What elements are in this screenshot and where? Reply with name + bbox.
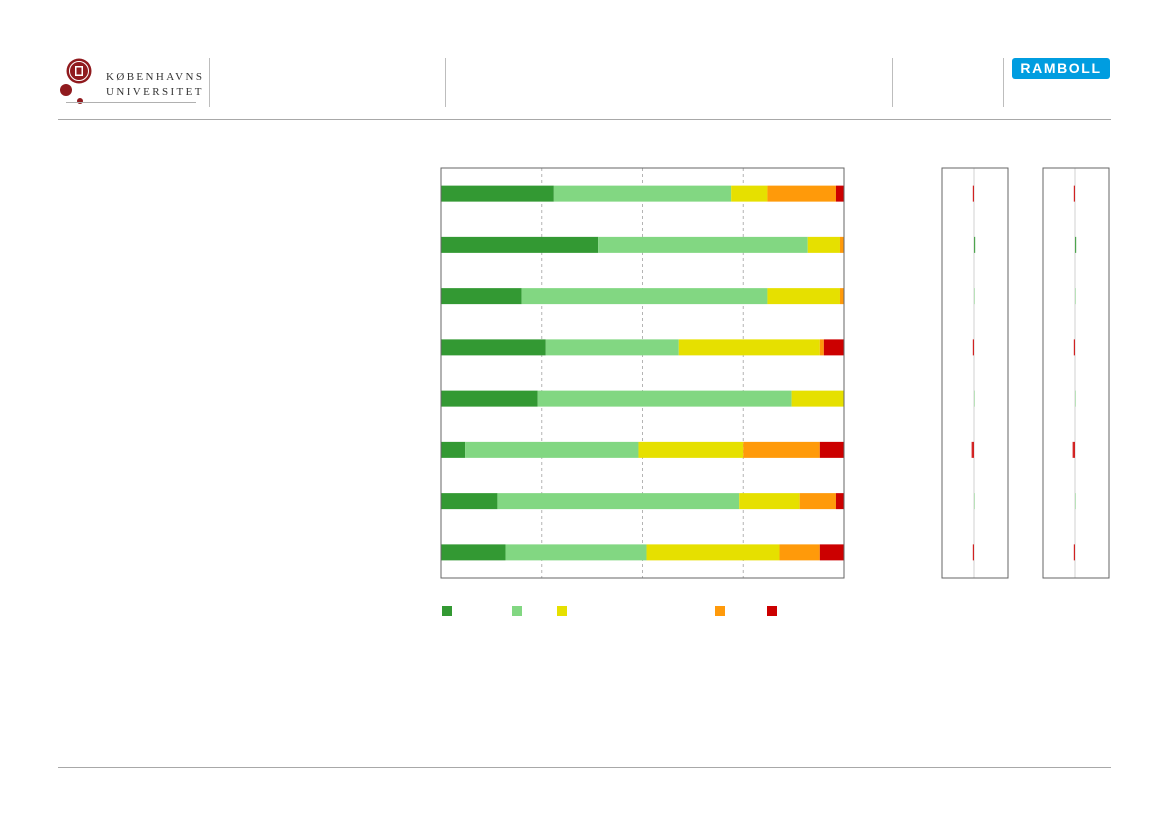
diff-bar <box>1072 441 1075 458</box>
bar-segment <box>441 339 546 356</box>
bar-segment <box>839 236 844 253</box>
header-divider <box>892 58 893 107</box>
diff-bar <box>972 544 974 561</box>
plot-frame <box>1042 167 1110 579</box>
bar-segment <box>441 185 554 202</box>
bar-segment <box>779 544 820 561</box>
diff-bar <box>974 288 975 305</box>
bar-segment <box>497 493 740 510</box>
footer-rule <box>58 767 1111 768</box>
university-logo: KØBENHAVNS UNIVERSITET <box>58 56 203 108</box>
bar-segment <box>819 441 844 458</box>
bar-segment <box>441 441 466 458</box>
bar-segment <box>791 390 844 407</box>
bar-segment <box>799 493 836 510</box>
diff-bar <box>1073 185 1075 202</box>
header-divider <box>209 58 210 107</box>
plot-frame <box>941 167 1009 579</box>
logo-dot-small <box>77 98 83 104</box>
university-name: KØBENHAVNS UNIVERSITET <box>106 70 204 100</box>
bar-segment <box>465 441 639 458</box>
bar-segment <box>819 544 844 561</box>
logo-underline <box>66 102 196 103</box>
bar-segment <box>441 390 538 407</box>
diff-bar <box>1073 544 1075 561</box>
bar-segment <box>743 441 820 458</box>
bar-segment <box>731 185 768 202</box>
legend-swatch <box>512 606 522 616</box>
diff-bar <box>1075 493 1076 510</box>
university-seal-icon <box>66 58 92 84</box>
diff-bar <box>1073 339 1075 356</box>
legend-swatch <box>715 606 725 616</box>
diff-bar <box>972 339 974 356</box>
bar-segment <box>739 493 800 510</box>
bar-segment <box>441 493 498 510</box>
bar-segment <box>537 390 792 407</box>
bar-segment <box>521 288 768 305</box>
university-name-line1: KØBENHAVNS <box>106 71 205 83</box>
ramboll-logo: RAMBOLL <box>1012 58 1110 79</box>
diff-bar <box>974 493 975 510</box>
plot-frame <box>440 167 845 579</box>
diff-bar <box>1075 390 1076 407</box>
bar-segment <box>545 339 679 356</box>
legend-swatch <box>767 606 777 616</box>
bar-segment <box>505 544 647 561</box>
bar-segment <box>598 236 808 253</box>
bar-segment <box>767 288 840 305</box>
university-name-line2: UNIVERSITET <box>106 86 204 98</box>
legend-swatch <box>557 606 567 616</box>
bar-segment <box>835 185 844 202</box>
bar-segment <box>441 288 522 305</box>
logo-dot-large <box>60 84 72 96</box>
bar-segment <box>767 185 836 202</box>
bar-segment <box>441 236 599 253</box>
bar-segment <box>638 441 744 458</box>
bar-segment <box>835 493 844 510</box>
bar-segment <box>807 236 840 253</box>
bar-segment <box>441 544 506 561</box>
diff-bar <box>974 390 975 407</box>
header-divider <box>445 58 446 107</box>
bar-segment <box>553 185 732 202</box>
diff-bar <box>972 185 974 202</box>
header-divider <box>1003 58 1004 107</box>
header-rule <box>58 119 1111 120</box>
bar-segment <box>678 339 820 356</box>
diff-bar <box>1075 236 1077 253</box>
bar-segment <box>819 339 824 356</box>
diff-bar <box>974 236 976 253</box>
bar-segment <box>646 544 780 561</box>
legend-swatch <box>442 606 452 616</box>
bar-segment <box>839 288 844 305</box>
diff-bar <box>971 441 974 458</box>
bar-segment <box>823 339 844 356</box>
diff-bar <box>1075 288 1076 305</box>
